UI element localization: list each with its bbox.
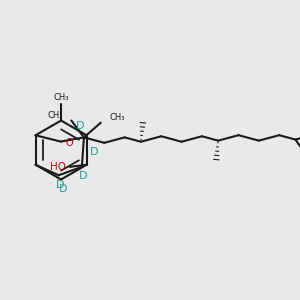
Text: D: D bbox=[76, 121, 85, 131]
Text: D: D bbox=[59, 184, 68, 194]
Text: D: D bbox=[90, 147, 99, 157]
Text: D: D bbox=[56, 180, 64, 190]
Text: CH₃: CH₃ bbox=[47, 111, 63, 120]
Text: D: D bbox=[79, 171, 87, 181]
Text: CH₃: CH₃ bbox=[53, 93, 69, 102]
Text: CH₃: CH₃ bbox=[109, 113, 125, 122]
Text: HO: HO bbox=[50, 162, 65, 172]
Text: O: O bbox=[65, 138, 73, 148]
